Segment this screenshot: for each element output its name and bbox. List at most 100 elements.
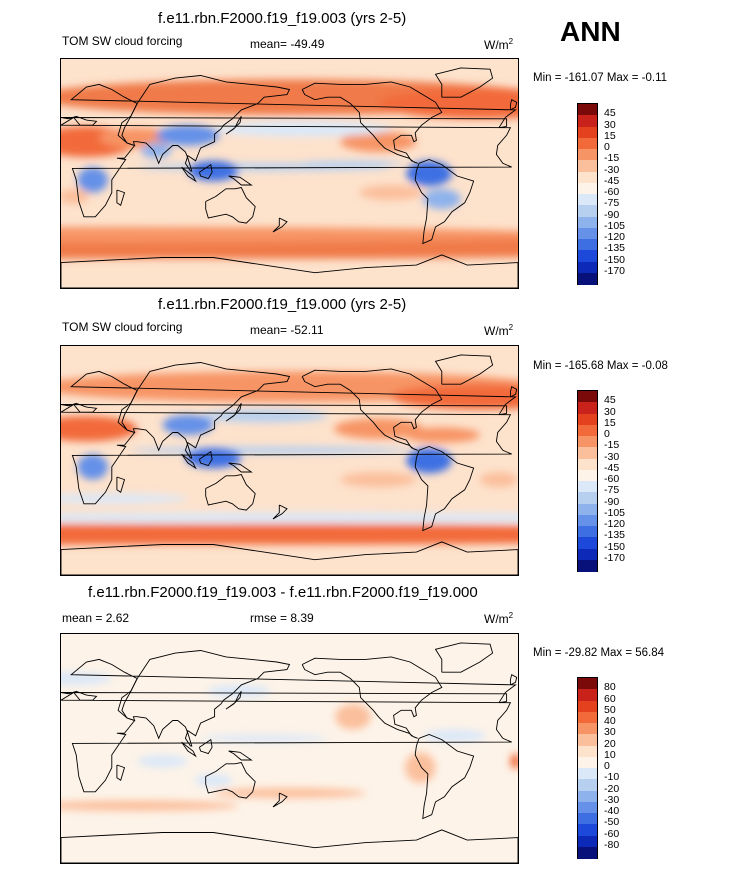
- map-field-region: [213, 787, 366, 799]
- map-field-region: [213, 121, 392, 137]
- coastline: [301, 656, 443, 739]
- colorbar-level-label: -20: [604, 782, 620, 795]
- coastline: [121, 650, 291, 747]
- colorbar-swatch: [578, 261, 597, 274]
- map-field-region: [206, 684, 271, 698]
- colorbar-level-label: -135: [604, 529, 626, 542]
- colorbar-swatch: [578, 526, 597, 538]
- map-field-region: [479, 471, 518, 488]
- colorbar-level-label: 30: [604, 405, 616, 418]
- coastline: [301, 81, 443, 164]
- coastline: [61, 658, 517, 793]
- colorbar-swatch: [578, 813, 597, 825]
- panel1-variable-label: TOM SW cloud forcing: [62, 34, 183, 48]
- colorbar-swatch: [578, 182, 597, 195]
- coastline: [181, 741, 197, 758]
- colorbar-swatch: [578, 272, 597, 285]
- map-field-region: [194, 773, 233, 787]
- colorbar-level-label: -75: [604, 197, 620, 210]
- coastline: [198, 450, 213, 467]
- colorbar-level-label: -80: [604, 838, 620, 851]
- map-field-region: [162, 414, 214, 436]
- map-field-region: [378, 88, 518, 119]
- map-field-region: [61, 512, 518, 523]
- map-field-region: [200, 409, 328, 423]
- coastline: [414, 446, 475, 532]
- colorbar-level-label: -90: [604, 208, 620, 221]
- coastline: [116, 476, 126, 494]
- panel3-colorbar: [577, 677, 598, 859]
- colorbar-swatch: [578, 137, 597, 150]
- colorbar-level-label: -60: [604, 186, 620, 198]
- map-field-canvas: [61, 346, 518, 575]
- coastline: [116, 764, 126, 782]
- panel3-title: f.e11.rbn.F2000.f19_f19.003 - f.e11.rbn.…: [88, 584, 478, 601]
- colorbar-swatch: [578, 492, 597, 504]
- map-field-region: [187, 160, 239, 182]
- map-field-region: [335, 703, 371, 730]
- coastline: [225, 116, 242, 135]
- colorbar-level-label: 15: [604, 129, 616, 142]
- coastline: [116, 189, 126, 207]
- panel2-colorbar: [577, 390, 598, 572]
- colorbar-level-label: 20: [604, 737, 616, 750]
- map-field-region: [359, 184, 423, 201]
- colorbar-swatch: [578, 734, 597, 746]
- panel2-units: W/m2: [484, 323, 514, 338]
- map-field-region: [61, 226, 518, 243]
- colorbar-swatch: [578, 481, 597, 493]
- colorbar-swatch: [578, 436, 597, 448]
- map-field-region: [77, 454, 108, 480]
- colorbar-swatch: [578, 846, 597, 859]
- map-field-region: [61, 493, 188, 504]
- colorbar-swatch: [578, 824, 597, 836]
- colorbar-level-label: 30: [604, 118, 616, 131]
- panel3-map: [60, 633, 519, 864]
- colorbar-level-label: -60: [604, 473, 620, 485]
- colorbar-swatch: [578, 250, 597, 262]
- panel3-rmse-label: rmse = 8.39: [250, 611, 314, 625]
- colorbar-swatch: [578, 239, 597, 251]
- coastline: [414, 159, 475, 245]
- panel1-mean-label: mean= -49.49: [250, 37, 325, 51]
- colorbar-level-label: -30: [604, 450, 620, 463]
- colorbar-level-label: -105: [604, 219, 626, 232]
- colorbar-level-label: 0: [604, 760, 610, 772]
- coastline: [272, 217, 288, 233]
- colorbar-swatch: [578, 514, 597, 527]
- coastline: [434, 67, 494, 98]
- map-field-region: [61, 524, 518, 545]
- coastline: [205, 473, 256, 511]
- colorbar-swatch: [578, 216, 597, 229]
- map-field-region: [403, 427, 480, 443]
- colorbar-swatch: [578, 503, 597, 516]
- coastline: [205, 186, 256, 224]
- coastline: [121, 75, 291, 172]
- map-field-region: [405, 752, 436, 783]
- coastline: [228, 175, 253, 186]
- coastline: [181, 166, 197, 183]
- map-field-region: [99, 127, 176, 149]
- colorbar-swatch: [578, 689, 597, 701]
- map-field-region: [130, 446, 411, 455]
- map-field-region: [391, 384, 518, 410]
- colorbar-swatch: [578, 126, 597, 139]
- colorbar-swatch: [578, 756, 597, 769]
- coastline: [225, 403, 242, 422]
- colorbar-swatch: [578, 548, 597, 561]
- colorbar-level-label: -105: [604, 506, 626, 519]
- colorbar-level-label: -30: [604, 793, 620, 806]
- colorbar-level-label: -15: [604, 152, 620, 165]
- coastline: [509, 99, 518, 111]
- panel2-variable-label: TOM SW cloud forcing: [62, 320, 183, 334]
- map-background: [61, 634, 518, 863]
- coastline: [61, 370, 517, 505]
- colorbar-level-label: 30: [604, 726, 616, 739]
- colorbar-level-label: 15: [604, 416, 616, 429]
- coastline: [121, 362, 291, 459]
- colorbar-swatch: [578, 149, 597, 161]
- map-field-region: [200, 734, 328, 743]
- panel1-units: W/m2: [484, 37, 514, 52]
- colorbar-level-label: -75: [604, 484, 620, 497]
- colorbar-swatch: [578, 413, 597, 426]
